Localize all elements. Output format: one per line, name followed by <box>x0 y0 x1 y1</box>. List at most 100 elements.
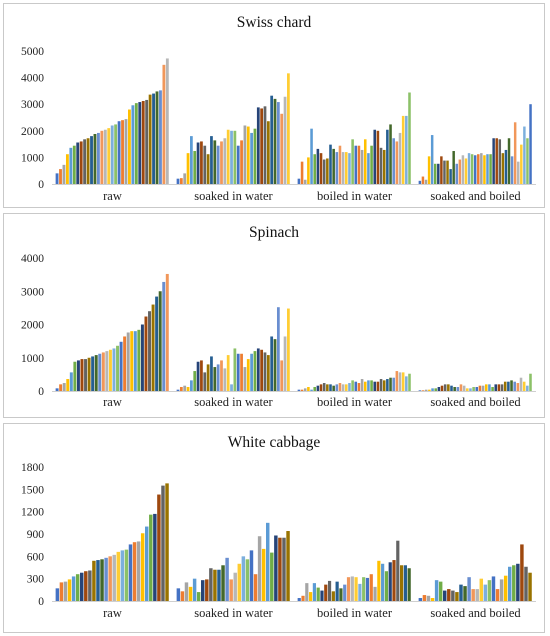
bar <box>310 389 313 391</box>
bar <box>243 367 247 391</box>
bar <box>210 356 213 391</box>
bar <box>443 384 447 391</box>
bar <box>184 582 189 601</box>
bar <box>523 126 526 184</box>
y-tick-label: 600 <box>27 551 45 563</box>
bar <box>338 145 342 184</box>
bar <box>100 559 104 601</box>
bar <box>500 384 504 391</box>
bar <box>260 108 264 184</box>
bar <box>401 372 405 391</box>
bar <box>260 349 264 391</box>
bar <box>250 132 253 184</box>
bar <box>179 178 183 184</box>
bar <box>403 565 407 601</box>
bar <box>280 113 284 184</box>
y-tick-label: 1500 <box>21 484 44 496</box>
bar <box>108 349 112 391</box>
bar <box>312 583 316 601</box>
bar <box>180 591 185 601</box>
bar <box>424 179 428 184</box>
bar <box>62 164 66 184</box>
bar <box>421 176 425 184</box>
bar <box>73 361 77 391</box>
bar <box>388 562 392 601</box>
bar <box>389 377 392 391</box>
bar <box>462 385 466 391</box>
bar <box>354 577 358 601</box>
bar <box>186 153 190 184</box>
bar <box>322 383 326 391</box>
bar <box>249 550 254 601</box>
bar <box>236 145 240 184</box>
bar <box>418 598 423 601</box>
bar <box>55 588 60 601</box>
bar <box>354 381 358 391</box>
bar <box>430 598 435 601</box>
bar <box>63 581 68 601</box>
bar <box>504 149 508 184</box>
bar <box>176 389 180 391</box>
bar <box>316 587 320 601</box>
bar <box>376 381 380 391</box>
bar <box>100 130 104 184</box>
y-tick-label: 4000 <box>21 253 44 265</box>
bar <box>360 379 364 391</box>
bar <box>421 390 425 391</box>
bar <box>452 151 455 184</box>
bar <box>381 563 385 601</box>
y-tick-label: 1800 <box>21 462 44 474</box>
bar <box>455 592 459 601</box>
bar <box>165 483 169 601</box>
y-tick-label: 0 <box>38 596 44 608</box>
bar <box>470 154 474 184</box>
bar <box>491 387 494 391</box>
bar <box>503 381 507 391</box>
bar <box>341 152 345 184</box>
bar <box>405 376 408 391</box>
bar <box>377 560 381 601</box>
bar <box>266 121 270 184</box>
bar <box>266 522 270 601</box>
bar <box>458 159 462 184</box>
bar <box>379 379 383 391</box>
bar <box>341 384 345 391</box>
y-tick-label: 0 <box>38 386 44 398</box>
y-tick-label: 5000 <box>21 46 44 58</box>
bar <box>200 360 203 391</box>
bar <box>253 351 257 391</box>
bar <box>283 336 287 391</box>
bar <box>93 133 97 184</box>
bar <box>140 324 144 391</box>
bar <box>176 178 180 184</box>
bar <box>112 348 116 391</box>
bar <box>459 384 463 391</box>
bar <box>329 384 332 391</box>
bar <box>316 385 320 391</box>
bar <box>223 138 227 184</box>
bar <box>131 105 135 184</box>
chart-panel-spinach: Spinach 0 1000 2000 3000 4000 raw soaked in wa… <box>3 213 545 418</box>
bar <box>90 136 93 184</box>
bar <box>471 589 475 601</box>
bar <box>263 106 267 184</box>
bar <box>475 387 479 391</box>
bar <box>320 590 324 601</box>
bar <box>203 145 207 184</box>
bar <box>286 531 290 601</box>
bar <box>149 514 153 601</box>
bar <box>241 556 246 601</box>
bar <box>376 130 380 184</box>
bar <box>422 595 427 601</box>
bar <box>105 351 109 391</box>
bar <box>305 583 309 601</box>
bar <box>354 145 358 184</box>
chart-title: Spinach <box>249 224 299 241</box>
bar <box>193 151 197 184</box>
category-label: soaked and boiled <box>430 606 521 620</box>
bar <box>327 580 332 601</box>
bar <box>492 138 495 184</box>
bar <box>463 586 467 601</box>
bar <box>512 565 516 601</box>
y-tick-label: 900 <box>27 529 45 541</box>
